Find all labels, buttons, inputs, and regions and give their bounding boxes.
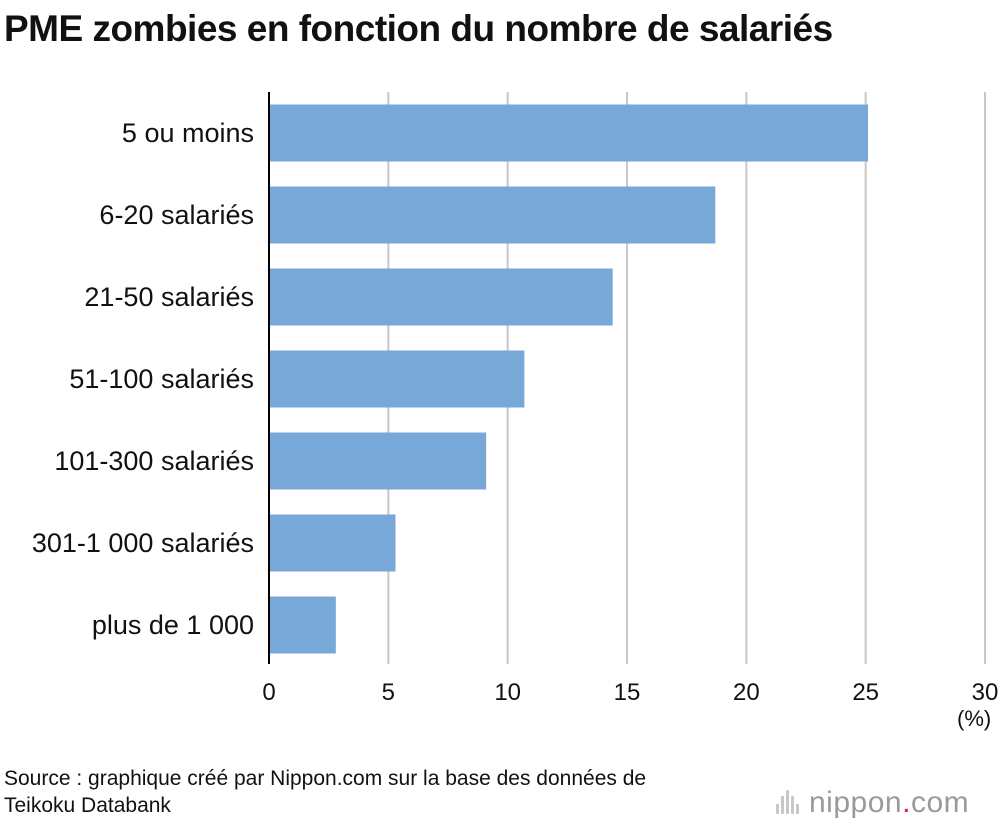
bars: [269, 104, 869, 654]
x-axis-unit-label: (%): [957, 706, 992, 731]
x-tick-label: 5: [382, 679, 395, 706]
category-label: plus de 1 000: [92, 610, 254, 640]
logo-word: nippon: [809, 786, 903, 819]
category-label: 21-50 salariés: [84, 282, 254, 312]
x-tick-label: 20: [733, 679, 760, 706]
x-tick-label: 15: [614, 679, 641, 706]
chart-title: PME zombies en fonction du nombre de sal…: [4, 8, 833, 49]
nippon-wave-icon: [775, 790, 801, 816]
category-label: 6-20 salariés: [99, 200, 254, 230]
logo-wordmark: nippon.com: [809, 786, 969, 820]
bar: [269, 350, 525, 408]
category-labels: 5 ou moins 6-20 salariés 21-50 salariés 51-…: [32, 118, 254, 640]
x-tick-label: 0: [262, 679, 275, 706]
x-tick-labels: 0 5 10 15 20 25 30: [262, 679, 998, 706]
bar: [269, 514, 396, 572]
logo-dot: .: [902, 786, 911, 819]
category-label: 5 ou moins: [122, 118, 254, 148]
x-tick-label: 25: [852, 679, 879, 706]
bar: [269, 596, 336, 654]
bar: [269, 186, 716, 244]
category-label: 101-300 salariés: [54, 446, 254, 476]
bar: [269, 268, 613, 326]
x-tick-label: 10: [494, 679, 521, 706]
x-tick-label: 30: [972, 679, 999, 706]
source-line-2: Teikoku Databank: [4, 794, 171, 817]
category-label: 301-1 000 salariés: [32, 528, 254, 558]
category-label: 51-100 salariés: [69, 364, 254, 394]
source-line-1: Source : graphique créé par Nippon.com s…: [4, 767, 647, 790]
source-note: Source : graphique créé par Nippon.com s…: [4, 765, 784, 819]
bar: [269, 432, 487, 490]
bar: [269, 104, 869, 162]
nippon-logo: nippon.com: [775, 786, 969, 820]
logo-suffix: com: [910, 786, 970, 819]
